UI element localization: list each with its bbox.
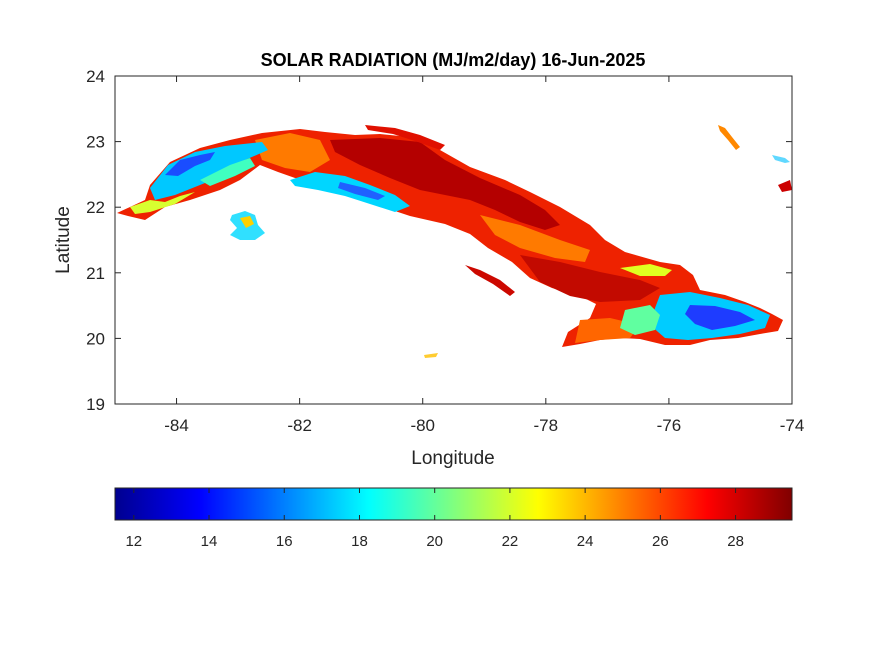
colorbar: 12 14 16 18 20 22 24 26 28 xyxy=(114,487,793,550)
radiation-high-core-east xyxy=(520,255,660,302)
colorbar-tick-label: 16 xyxy=(276,533,293,550)
colorbar-tick-label: 20 xyxy=(426,533,443,550)
radiation-green-west xyxy=(200,158,255,186)
colorbar-gradient xyxy=(114,487,793,521)
y-tick-label: 21 xyxy=(86,264,105,283)
x-axis-label: Longitude xyxy=(411,448,494,469)
y-tick-label: 20 xyxy=(86,329,105,348)
x-tick-label: -78 xyxy=(534,416,559,435)
colorbar-tick-label: 28 xyxy=(727,533,744,550)
bahamas-islet xyxy=(718,125,740,150)
colorbar-tick-label: 18 xyxy=(351,533,368,550)
radiation-low-west xyxy=(150,142,268,200)
x-tick-label: -82 xyxy=(287,416,312,435)
colorbar-tick-label: 12 xyxy=(125,533,142,550)
x-tick-label: -76 xyxy=(657,416,682,435)
chart-title: SOLAR RADIATION (MJ/m2/day) 16-Jun-2025 xyxy=(261,50,646,70)
isla-de-la-juventud-core xyxy=(240,216,254,228)
radiation-orange-west xyxy=(255,133,330,172)
map-axes-frame xyxy=(114,75,793,405)
x-tick-label: -80 xyxy=(410,416,435,435)
x-tick-label: -74 xyxy=(780,416,805,435)
north-cays xyxy=(365,125,445,150)
y-tick-label: 23 xyxy=(86,133,105,152)
colorbar-tick-label: 14 xyxy=(201,533,218,550)
y-axis-ticks: 19 20 21 22 23 24 xyxy=(86,67,792,414)
y-tick-label: 19 xyxy=(86,395,105,414)
colorbar-ticks: 12 14 16 18 20 22 24 26 28 xyxy=(125,488,744,550)
colorbar-tick-label: 26 xyxy=(652,533,669,550)
colorbar-tick-label: 22 xyxy=(502,533,519,550)
solar-radiation-field xyxy=(117,125,792,358)
y-tick-label: 22 xyxy=(86,198,105,217)
colorbar-tick-label: 24 xyxy=(577,533,594,550)
radiation-yellow-east xyxy=(620,264,672,276)
radiation-low-west-core xyxy=(165,152,215,176)
radiation-low-east-core xyxy=(685,305,755,330)
radiation-green-east xyxy=(620,305,660,335)
y-axis-label: Latitude xyxy=(53,206,74,274)
haiti-edge-south xyxy=(778,180,792,192)
x-axis-ticks: -84 -82 -80 -78 -76 -74 xyxy=(164,76,804,435)
map-plot-area: -84 -82 -80 -78 -76 -74 19 20 21 22 23 24 xyxy=(86,67,804,435)
radiation-orange-central xyxy=(480,215,590,262)
y-tick-label: 24 xyxy=(86,67,105,86)
southern-islet xyxy=(424,353,438,358)
radiation-low-central-core xyxy=(338,182,385,200)
x-tick-label: -84 xyxy=(164,416,189,435)
radiation-high-core xyxy=(330,138,560,230)
south-cays xyxy=(465,265,515,296)
radiation-yellow-west xyxy=(130,192,195,214)
haiti-edge xyxy=(772,155,790,163)
